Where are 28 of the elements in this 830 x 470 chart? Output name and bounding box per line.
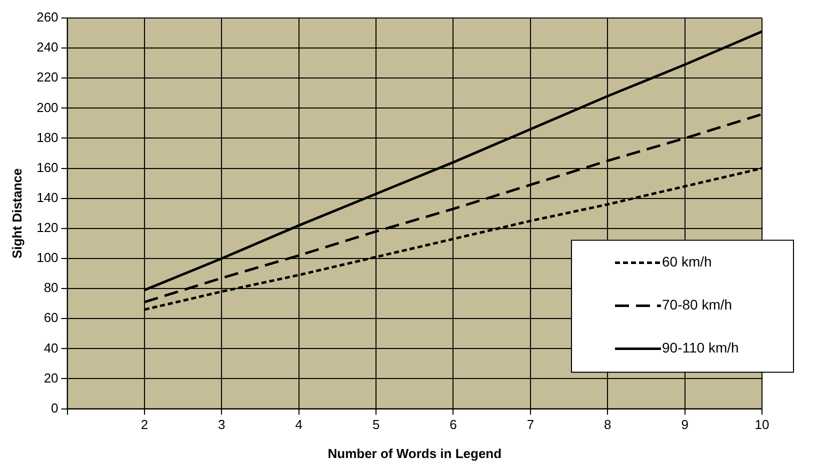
y-tick-label: 260 — [36, 10, 58, 25]
x-tick-label: 2 — [140, 417, 148, 432]
y-tick-label: 80 — [44, 280, 58, 296]
x-tick-label: 10 — [754, 417, 770, 432]
x-tick-label: 8 — [604, 417, 612, 432]
legend-label: 60 km/h — [662, 254, 712, 270]
x-tick-label: 7 — [526, 417, 534, 432]
y-tick-label: 120 — [36, 220, 58, 236]
y-tick-label: 40 — [44, 340, 58, 356]
y-tick-label: 240 — [36, 40, 58, 55]
y-tick-label: 220 — [36, 70, 58, 85]
y-tick-label: 0 — [51, 400, 58, 416]
y-tick-label: 60 — [44, 310, 58, 326]
legend-label: 90-110 km/h — [662, 340, 739, 356]
x-tick-label: 5 — [372, 417, 380, 432]
x-tick-label: 9 — [681, 417, 688, 432]
y-tick-label: 140 — [36, 190, 58, 205]
x-tick-label: 6 — [450, 417, 457, 432]
y-tick-label: 200 — [36, 100, 58, 115]
x-axis-title: Number of Words in Legend — [328, 446, 502, 461]
y-tick-label: 180 — [36, 130, 58, 145]
y-tick-label: 20 — [44, 370, 58, 386]
y-tick-label: 160 — [36, 160, 58, 175]
y-tick-label: 100 — [36, 250, 58, 266]
x-tick-label: 4 — [295, 417, 302, 432]
x-tick-label: 3 — [218, 417, 226, 432]
legend-label: 70-80 km/h — [662, 296, 732, 313]
y-axis-title: Sight Distance — [9, 168, 24, 259]
